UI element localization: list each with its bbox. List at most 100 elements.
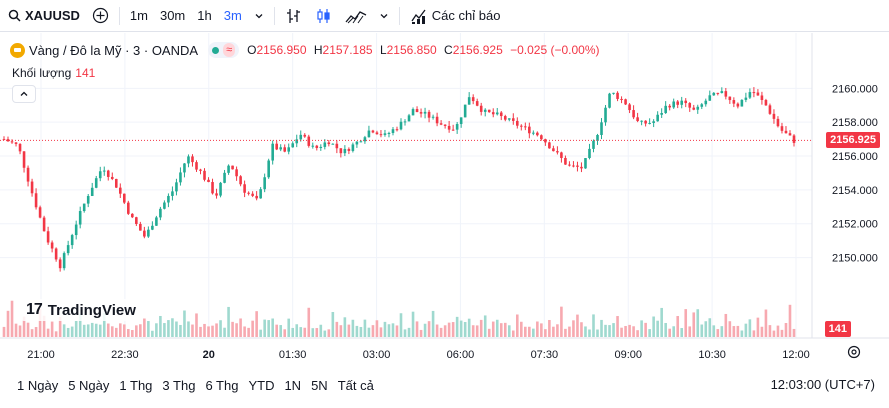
timeframe-1h[interactable]: 1h xyxy=(197,8,212,23)
symbol-label: XAUUSD xyxy=(25,8,80,23)
volume-bar xyxy=(491,321,495,337)
volume-bar xyxy=(660,307,663,337)
high-value: 2157.185 xyxy=(322,43,373,57)
tradingview-watermark[interactable]: 17 TradingView xyxy=(20,299,142,321)
candles-icon xyxy=(317,8,330,23)
volume-bar xyxy=(391,323,395,337)
volume-bar xyxy=(536,321,539,337)
candle-body xyxy=(74,224,78,236)
volume-bar xyxy=(10,300,14,337)
volume-bar xyxy=(30,329,34,337)
symbol-search-button[interactable]: XAUUSD xyxy=(0,0,86,32)
volume-bar xyxy=(580,322,583,337)
candle-body xyxy=(768,105,772,114)
volume-bar xyxy=(114,327,118,337)
timeframe-1m[interactable]: 1m xyxy=(129,8,148,23)
volume-bar xyxy=(632,326,635,337)
low-value: 2156.850 xyxy=(386,43,437,57)
candle-body xyxy=(203,170,206,180)
chart-pane[interactable]: 2160.000 2158.000 2156.000 2154.000 2152.000… xyxy=(0,33,889,368)
legend-title[interactable]: Vàng / Đô la Mỹ · 3 · OANDA xyxy=(29,42,199,58)
candle-body xyxy=(247,192,250,194)
volume-bar xyxy=(768,325,772,337)
range-3-months[interactable]: 3 Thg xyxy=(162,377,196,393)
candle-body xyxy=(552,148,555,152)
area-style-button[interactable] xyxy=(339,0,373,32)
volume-bar xyxy=(556,324,559,337)
candle-body xyxy=(54,248,58,260)
range-5-years[interactable]: 5N xyxy=(311,377,328,393)
market-status-badge[interactable]: ≈ xyxy=(208,42,240,58)
candle-body xyxy=(267,160,270,178)
compare-symbol-button[interactable] xyxy=(86,0,115,32)
volume-bar xyxy=(127,329,130,337)
candle-body xyxy=(335,143,339,149)
range-1-day[interactable]: 1 Ngày xyxy=(17,377,59,393)
candle-body xyxy=(359,141,363,143)
volume-label[interactable]: Khối lượng xyxy=(12,66,72,80)
volume-bar xyxy=(82,324,86,337)
chart-style-dropdown[interactable] xyxy=(373,0,395,32)
candle-body xyxy=(620,98,623,100)
timezone-clock[interactable]: 12:03:00 (UTC+7) xyxy=(770,377,875,392)
volume-bar xyxy=(251,320,254,337)
candle-body xyxy=(724,91,728,97)
candle-body xyxy=(167,195,170,203)
candle-body xyxy=(451,129,455,131)
candle-body xyxy=(139,223,142,231)
indicators-button[interactable]: Các chỉ báo xyxy=(404,0,507,32)
range-1-month[interactable]: 1 Thg xyxy=(119,377,153,393)
volume-bar xyxy=(191,324,194,337)
volume-bar xyxy=(327,329,331,337)
timeframe-3m[interactable]: 3m xyxy=(223,8,242,23)
range-5-days[interactable]: 5 Ngày xyxy=(68,377,110,393)
timeframe-30m[interactable]: 30m xyxy=(159,8,186,23)
grid-lines xyxy=(0,33,812,338)
range-1-year[interactable]: 1N xyxy=(284,377,302,393)
volume-bar xyxy=(90,322,94,337)
candle-body xyxy=(596,134,599,141)
candle-body xyxy=(211,182,214,194)
volume-bar xyxy=(339,325,343,337)
volume-bar xyxy=(86,324,90,337)
change-value: −0.025 (−0.00%) xyxy=(510,43,600,57)
collapse-legend-button[interactable] xyxy=(12,85,36,103)
volume-bar xyxy=(243,326,246,337)
range-6-months[interactable]: 6 Thg xyxy=(205,377,239,393)
candle-body xyxy=(255,195,258,199)
candle-body xyxy=(22,151,26,168)
candle-body xyxy=(155,217,158,226)
candle-body xyxy=(443,124,447,126)
chart-legend: Vàng / Đô la Mỹ · 3 · OANDA ≈ O2156.950 … xyxy=(10,42,604,58)
candle-body xyxy=(102,170,106,172)
volume-bar xyxy=(415,321,419,337)
volume-bar xyxy=(183,310,186,337)
settings-gear-icon[interactable] xyxy=(847,345,861,359)
volume-bar xyxy=(299,327,303,337)
volume-bar xyxy=(471,325,475,337)
range-ytd[interactable]: YTD xyxy=(248,377,275,393)
candles-style-button[interactable] xyxy=(309,0,339,32)
candle-body xyxy=(395,129,399,131)
volume-bar xyxy=(78,313,82,337)
price-chart[interactable]: 2160.000 2158.000 2156.000 2154.000 2152.000… xyxy=(0,33,889,368)
range-all[interactable]: Tất cả xyxy=(337,377,374,393)
candle-body xyxy=(163,202,166,209)
bar-style-button[interactable] xyxy=(279,0,309,32)
chevron-up-icon xyxy=(20,91,28,96)
candle-body xyxy=(439,123,443,125)
timeframe-dropdown[interactable] xyxy=(248,0,270,32)
candle-body xyxy=(716,92,720,94)
volume-bar xyxy=(548,319,551,337)
candle-body xyxy=(495,112,499,115)
candle-body xyxy=(656,114,659,122)
volume-bar xyxy=(592,314,595,337)
candle-body xyxy=(572,165,575,167)
volume-bar xyxy=(483,315,487,337)
ohlc-values: O2156.950 H2157.185 L2156.850 C2156.925 … xyxy=(247,43,603,57)
volume-bar xyxy=(784,323,788,337)
volume-bar xyxy=(780,329,784,337)
volume-bar xyxy=(588,329,591,337)
candle-body xyxy=(315,145,319,149)
volume-bar xyxy=(247,327,250,337)
